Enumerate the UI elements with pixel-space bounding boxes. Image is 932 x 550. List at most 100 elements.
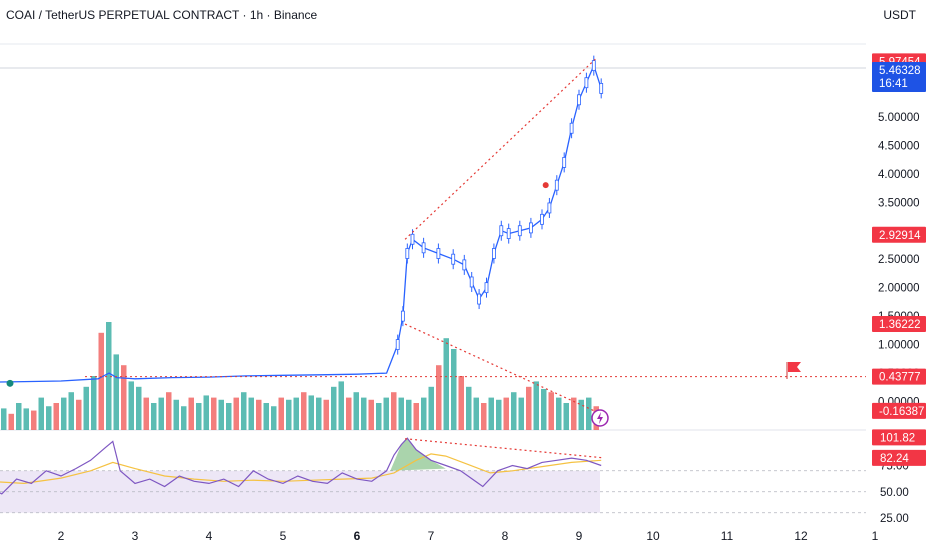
volume-bar bbox=[406, 399, 412, 430]
volume-bar bbox=[61, 397, 67, 430]
candle-body bbox=[405, 248, 410, 259]
candle-body bbox=[469, 276, 474, 288]
volume-bar bbox=[518, 397, 524, 430]
price-label: -0.16387 bbox=[879, 406, 924, 418]
x-tick-label: 2 bbox=[58, 529, 65, 543]
volume-bar bbox=[428, 386, 434, 430]
y-tick-label: 5.00000 bbox=[878, 112, 920, 124]
volume-bar bbox=[173, 399, 179, 430]
x-tick-label: 11 bbox=[721, 529, 734, 543]
volume-bar bbox=[541, 388, 547, 430]
x-tick-label: 8 bbox=[502, 529, 509, 543]
x-tick-label: 6 bbox=[354, 529, 361, 543]
x-tick-label: 12 bbox=[794, 529, 808, 543]
y-tick-label: 3.50000 bbox=[878, 197, 920, 209]
volume-bar bbox=[211, 397, 217, 430]
volume-bar bbox=[331, 386, 337, 430]
price-label-badge bbox=[872, 368, 926, 385]
volume-bar bbox=[526, 386, 532, 430]
x-tick-label: 10 bbox=[646, 529, 660, 543]
volume-bar bbox=[533, 381, 539, 430]
candle-body bbox=[506, 228, 511, 239]
axes: 0.000000.500001.000001.500002.000002.500… bbox=[58, 53, 926, 543]
last-price: 5.46328 bbox=[879, 65, 921, 77]
signal-marker bbox=[542, 182, 549, 189]
rsi-y-tick-label: 25.00 bbox=[880, 513, 909, 525]
volume-bar bbox=[83, 386, 89, 430]
volume-bar bbox=[316, 397, 322, 430]
volume-bar bbox=[38, 397, 44, 430]
rsi-label-badge bbox=[872, 449, 926, 466]
candle-body bbox=[400, 310, 405, 322]
volume-bar bbox=[16, 403, 22, 430]
volume-bar bbox=[346, 397, 352, 430]
volume-bar bbox=[398, 397, 404, 430]
volume-bar bbox=[511, 392, 517, 430]
rsi-label: 82.24 bbox=[880, 453, 909, 465]
candle-body bbox=[410, 233, 415, 245]
volume-bar bbox=[563, 403, 569, 430]
volume-bar bbox=[1, 408, 7, 430]
volume-bar bbox=[488, 397, 494, 430]
volume-bar bbox=[466, 386, 472, 430]
volume-bar bbox=[338, 381, 344, 430]
volume-bar bbox=[458, 376, 464, 430]
x-tick-label: 1 bbox=[872, 529, 879, 543]
candle-body bbox=[395, 339, 400, 350]
volume-bar bbox=[203, 395, 209, 430]
volume-bar bbox=[421, 397, 427, 430]
volume-bar bbox=[571, 397, 577, 430]
volume-bar bbox=[368, 399, 374, 430]
y-tick-label: 4.00000 bbox=[878, 169, 920, 181]
volume-bar bbox=[286, 399, 292, 430]
volume-bar bbox=[323, 399, 329, 430]
volume-bar bbox=[361, 397, 367, 430]
volume-bar bbox=[23, 408, 29, 430]
volume-bar bbox=[278, 397, 284, 430]
last-price-badge bbox=[872, 62, 926, 92]
y-tick-label: 1.00000 bbox=[878, 340, 920, 352]
volume-bar bbox=[353, 392, 359, 430]
trend-line bbox=[404, 56, 598, 240]
rsi-line bbox=[0, 437, 602, 495]
volume-bar bbox=[233, 397, 239, 430]
candle-body bbox=[577, 94, 581, 106]
candle-body bbox=[599, 82, 604, 94]
volume-bar bbox=[503, 397, 509, 430]
volume-bar bbox=[413, 403, 419, 430]
y-tick-label: 4.50000 bbox=[878, 140, 920, 152]
candle-body bbox=[591, 60, 596, 72]
rsi-overbought-fill bbox=[390, 438, 446, 471]
volume-bar bbox=[106, 322, 112, 430]
currency-label: USDT bbox=[883, 8, 916, 22]
volume-bar bbox=[376, 403, 382, 430]
rsi-pane bbox=[0, 437, 866, 514]
x-tick-label: 3 bbox=[132, 529, 139, 543]
volume-bar bbox=[556, 397, 562, 430]
volume-bar bbox=[121, 365, 127, 430]
volume-bar bbox=[391, 392, 397, 430]
x-tick-label: 9 bbox=[576, 529, 583, 543]
volume-bar bbox=[158, 397, 164, 430]
volume-bar bbox=[586, 397, 592, 430]
price-label: 0.43777 bbox=[879, 372, 921, 384]
candle-body bbox=[562, 157, 567, 168]
price-label: 1.36222 bbox=[879, 319, 921, 331]
volume-bar bbox=[473, 397, 479, 430]
volume-bar bbox=[8, 413, 14, 430]
volume-bar bbox=[53, 403, 59, 430]
volume-bar bbox=[443, 338, 449, 430]
price-series bbox=[0, 55, 604, 383]
volume-bar bbox=[181, 406, 187, 430]
volume-bar bbox=[301, 392, 307, 430]
rsi-y-tick-label: 50.00 bbox=[880, 487, 909, 499]
volume-bar bbox=[308, 395, 314, 430]
y-tick-label: 2.50000 bbox=[878, 254, 920, 266]
volume-bar bbox=[256, 399, 262, 430]
volume-bar bbox=[241, 392, 247, 430]
price-label-badge bbox=[872, 402, 926, 419]
volume-bar bbox=[271, 406, 277, 430]
candle-body bbox=[517, 225, 522, 237]
